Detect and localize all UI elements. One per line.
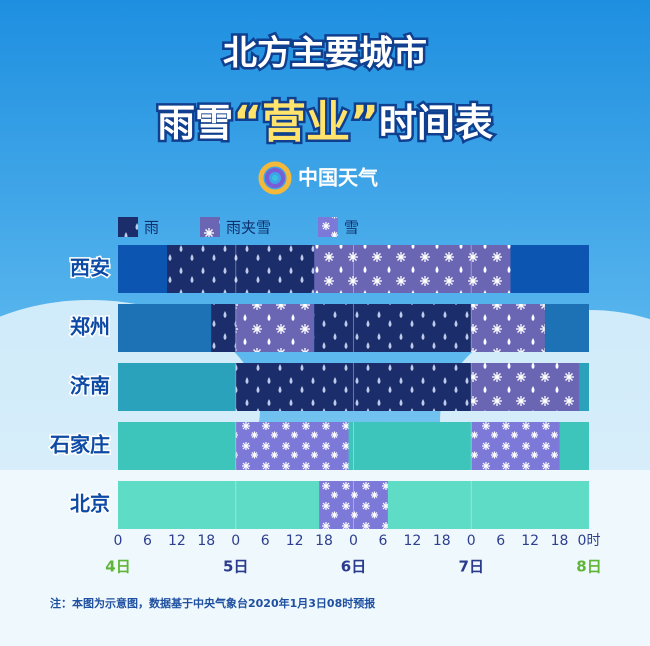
segment-pattern	[235, 422, 349, 470]
legend-pattern	[118, 217, 138, 237]
x-tick-label: 18	[551, 533, 569, 549]
segment-pattern	[319, 481, 388, 529]
x-tick-label: 12	[168, 533, 186, 549]
x-tick-label: 6	[378, 533, 387, 549]
x-tick-label: 18	[433, 533, 451, 549]
x-tick-label: 6	[143, 533, 152, 549]
legend-pattern	[318, 217, 338, 237]
row-label: 北京	[70, 492, 110, 516]
x-tick-label: 0	[467, 533, 476, 549]
day-label: 5日	[223, 558, 248, 576]
brand-logo	[258, 161, 292, 195]
note: 注：本图为示意图，数据基于中央气象台2020年1月3日08时预报	[50, 596, 376, 610]
segment-pattern	[167, 245, 315, 293]
segment-pattern	[235, 304, 315, 352]
subtitle-part: 时间表	[379, 101, 493, 145]
x-tick-label: 18	[197, 533, 215, 549]
legend-label: 雪	[344, 219, 359, 237]
day-label: 7日	[459, 558, 484, 576]
day-label: 8日	[576, 558, 601, 576]
x-tick-label: 6	[261, 533, 270, 549]
day-label: 4日	[105, 558, 130, 576]
x-tick-label: 0	[349, 533, 358, 549]
x-tick-label: 12	[286, 533, 304, 549]
legend-label: 雨夹雪	[226, 219, 271, 237]
row-label: 西安	[70, 256, 110, 280]
row-label: 石家庄	[49, 433, 110, 457]
segment-pattern	[471, 304, 545, 352]
brand: 中国天气	[298, 166, 378, 190]
segment-pattern	[211, 304, 236, 352]
x-tick-label: 0	[231, 533, 240, 549]
x-tick-label: 12	[521, 533, 539, 549]
row-label: 济南	[70, 374, 110, 398]
x-tick-label: 6	[496, 533, 505, 549]
segment-pattern	[471, 422, 560, 470]
title: 北方主要城市	[223, 34, 427, 74]
x-tick-label: 12	[403, 533, 421, 549]
legend-pattern	[200, 217, 220, 237]
segment-pattern	[314, 304, 472, 352]
x-tick-label: 0时	[578, 533, 601, 549]
x-tick-label: 0	[114, 533, 123, 549]
segment-pattern	[314, 245, 511, 293]
row-label: 郑州	[70, 315, 110, 339]
segment-pattern	[471, 363, 580, 411]
x-tick-label: 18	[315, 533, 333, 549]
subtitle-highlight: “营业”	[233, 97, 379, 148]
segment-pattern	[235, 363, 472, 411]
legend-label: 雨	[144, 219, 159, 237]
subtitle: 雨雪“营业”时间表	[157, 97, 493, 148]
day-label: 6日	[341, 558, 366, 576]
subtitle-part: 雨雪	[157, 101, 233, 145]
